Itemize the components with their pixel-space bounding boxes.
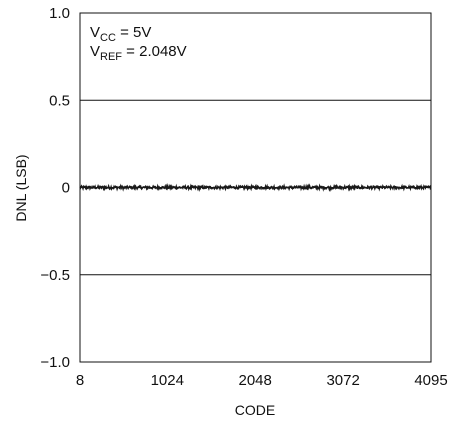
annotation-vref: VREF = 2.048V	[90, 43, 187, 63]
x-tick-label: 2048	[239, 372, 272, 389]
y-axis-title: DNL (LSB)	[13, 154, 29, 221]
x-tick-label: 3072	[326, 372, 359, 389]
x-axis-title: CODE	[235, 402, 275, 418]
y-tick-label: −1.0	[40, 354, 70, 371]
y-tick-label: 0.5	[49, 92, 70, 109]
series-group	[79, 182, 432, 192]
x-tick-label: 4095	[414, 372, 447, 389]
y-tick-labels: 1.0 0.5 0 −0.5 −1.0	[40, 5, 70, 371]
x-tick-labels: 8 1024 2048 3072 4095	[76, 372, 448, 389]
x-tick-label: 1024	[151, 372, 184, 389]
annotation-vcc: VCC = 5V	[90, 24, 151, 44]
y-tick-label: 0	[62, 180, 70, 197]
y-tick-label: −0.5	[40, 267, 70, 284]
x-tick-label: 8	[76, 372, 84, 389]
y-tick-label: 1.0	[49, 5, 70, 22]
dnl-series-line	[79, 182, 432, 192]
